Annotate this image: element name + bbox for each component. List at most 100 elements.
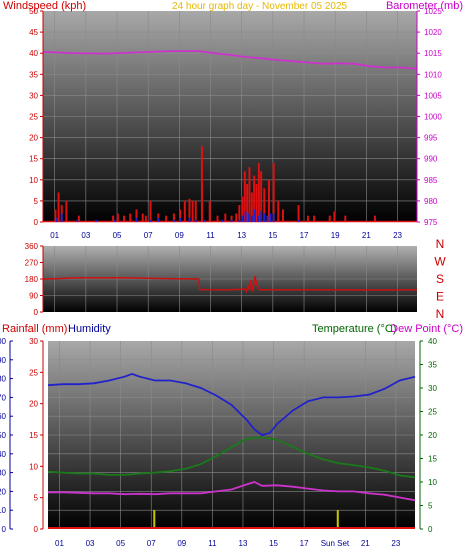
time-tick-label: Set xyxy=(337,539,350,548)
wind-average-bar xyxy=(230,219,233,222)
wind-gust-bar xyxy=(235,213,238,222)
wind-gust-bar xyxy=(263,188,266,222)
humidity-tick-label: 60 xyxy=(0,412,7,421)
wind-gust-bar xyxy=(179,209,182,222)
wind-average-bar xyxy=(253,209,256,222)
wind-axis-title: Windspeed (kph) xyxy=(3,0,86,12)
wind-gust-bar xyxy=(129,213,132,222)
wind-gust-bar xyxy=(272,162,275,222)
compass-label: S xyxy=(436,272,444,286)
wind-gust-bar xyxy=(191,200,194,222)
wind-gust-bar xyxy=(112,215,115,222)
time-tick-label: 05 xyxy=(116,539,125,548)
wind-gust-bar xyxy=(250,192,253,222)
wind-tick-label: 35 xyxy=(29,70,38,79)
pressure-tick-label: 1000 xyxy=(424,113,442,122)
time-tick-label: 09 xyxy=(177,539,186,548)
wind-average-bar xyxy=(56,217,59,222)
wind-gust-bar xyxy=(344,215,347,222)
wind-gust-bar xyxy=(241,196,244,222)
time-tick-label: 07 xyxy=(147,539,156,548)
time-tick-label: 23 xyxy=(393,231,402,240)
rain-tick-label: 30 xyxy=(29,337,38,346)
wind-tick-label: 40 xyxy=(29,49,38,58)
time-tick-label: 01 xyxy=(50,231,59,240)
direction-tick-label: 360 xyxy=(25,242,39,251)
wind-average-bar xyxy=(241,215,244,222)
wind-gust-bar xyxy=(116,213,119,222)
direction-tick-label: 90 xyxy=(29,292,38,301)
wind-average-bar xyxy=(250,215,253,222)
temperature-series-line xyxy=(47,436,416,479)
pressure-tick-label: 980 xyxy=(424,197,438,206)
humidity-tick-label: 30 xyxy=(0,469,7,478)
time-tick-label: 11 xyxy=(206,231,215,240)
rain-tick-label: 20 xyxy=(29,400,38,409)
time-tick-label: 13 xyxy=(237,231,246,240)
time-tick-label: 21 xyxy=(362,231,371,240)
direction-tick-label: 270 xyxy=(25,259,39,268)
time-tick-label: 15 xyxy=(268,231,277,240)
wind-gust-bar xyxy=(248,167,251,222)
time-tick-label: 15 xyxy=(269,539,278,548)
wind-tick-label: 25 xyxy=(29,113,38,122)
pressure-axis-title: Barometer (mb) xyxy=(386,0,463,12)
time-tick-label: 11 xyxy=(208,539,217,548)
wind-gust-bar xyxy=(224,213,227,222)
wind-average-bar xyxy=(94,219,97,222)
panel-wind-pressure-series xyxy=(42,50,418,223)
wind-average-bar xyxy=(204,219,207,222)
compass-label: N xyxy=(436,237,445,251)
wind-tick-label: 0 xyxy=(34,218,39,227)
temperature-tick-label: 40 xyxy=(428,337,437,346)
wind-gust-bar xyxy=(141,213,144,222)
dew-point-series-line xyxy=(48,481,416,502)
wind-average-bar xyxy=(157,217,160,222)
wind-gust-bar xyxy=(200,146,203,222)
humidity-tick-label: 10 xyxy=(0,506,7,515)
time-tick-label: 17 xyxy=(300,539,309,548)
time-tick-label: 23 xyxy=(391,539,400,548)
humidity-series-line xyxy=(47,372,416,436)
wind-average-bar xyxy=(149,219,152,222)
time-tick-label: 09 xyxy=(175,231,184,240)
time-tick-label: 07 xyxy=(144,231,153,240)
time-tick-label: 03 xyxy=(81,231,90,240)
direction-tick-label: 180 xyxy=(25,275,39,284)
time-axis-ticks-top: 01 03 05 07 09 11 13 15 17 19 21 23 xyxy=(50,231,402,240)
humidity-axis-title: Humidity xyxy=(68,323,111,335)
temperature-tick-label: 20 xyxy=(428,431,437,440)
wind-average-bar xyxy=(260,211,263,222)
sun-marker-bar xyxy=(336,510,339,529)
wind-tick-label: 15 xyxy=(29,155,38,164)
pressure-series-line xyxy=(42,50,418,70)
wind-gust-bar xyxy=(172,213,175,222)
wind-average-bar xyxy=(113,219,116,222)
rain-tick-label: 5 xyxy=(34,494,39,503)
wind-average-bar xyxy=(238,219,241,222)
pressure-tick-label: 1010 xyxy=(424,70,442,79)
direction-axis-ticks: 0 90 180 270 360 xyxy=(25,242,43,317)
wind-gust-bar xyxy=(373,215,376,222)
humidity-tick-label: 90 xyxy=(0,356,7,365)
wind-gust-bar xyxy=(257,162,260,222)
wind-gust-bar xyxy=(246,184,249,222)
panel-temp-humidity-series xyxy=(47,372,416,529)
sun-marker-bar xyxy=(153,510,156,529)
time-tick-label: 03 xyxy=(86,539,95,548)
wind-gust-bar xyxy=(135,209,138,222)
wind-gust-bar xyxy=(194,200,197,222)
wind-gust-bar xyxy=(216,215,219,222)
time-tick-label: 01 xyxy=(55,539,64,548)
wind-average-bar xyxy=(269,213,272,222)
time-tick-label: 05 xyxy=(113,231,122,240)
wind-gust-bar xyxy=(328,215,331,222)
wind-average-bar xyxy=(244,211,247,222)
wind-gust-bar xyxy=(297,205,300,222)
panel-wind-direction-grid xyxy=(43,246,417,312)
time-tick-label: 19 xyxy=(331,231,340,240)
wind-gust-bar xyxy=(306,215,309,222)
humidity-tick-label: 50 xyxy=(0,431,7,440)
wind-tick-label: 50 xyxy=(29,7,38,16)
